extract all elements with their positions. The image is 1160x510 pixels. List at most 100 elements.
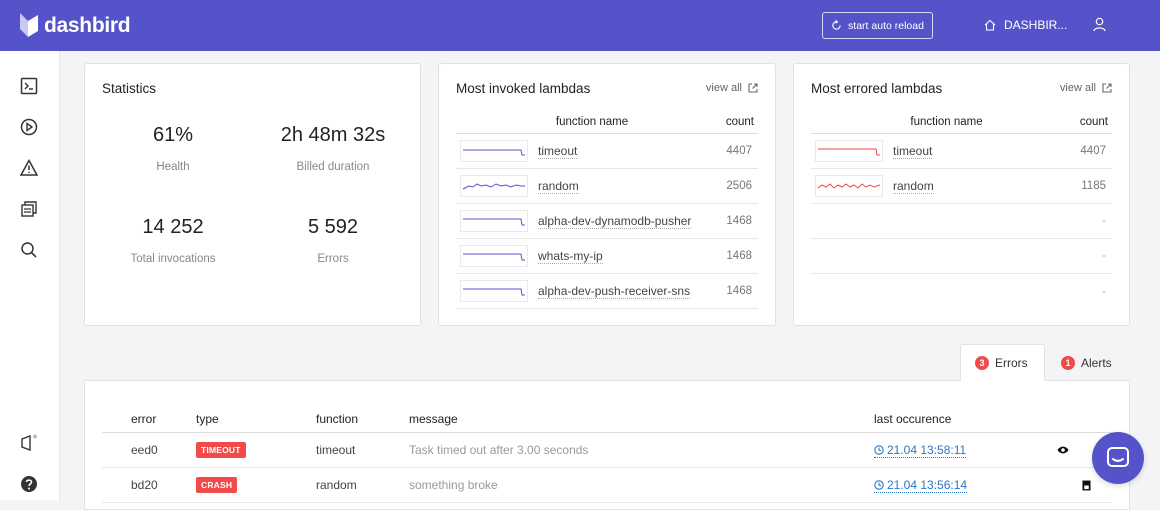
tab-errors-label: Errors	[995, 356, 1028, 370]
table-row[interactable]: random 1185	[811, 169, 1112, 204]
col-count: count	[1079, 115, 1108, 128]
billed-duration-stat: 2h 48m 32s Billed duration	[263, 124, 403, 173]
table-row[interactable]: alpha-dev-push-receiver-sns 1468	[456, 274, 758, 309]
play-circle-icon[interactable]	[19, 117, 39, 137]
invocation-count: 2506	[726, 180, 752, 192]
external-link-icon	[1102, 83, 1112, 93]
external-link-icon	[748, 83, 758, 93]
error-count: -	[1102, 250, 1106, 262]
error-function: random	[316, 478, 357, 492]
function-name[interactable]: alpha-dev-push-receiver-sns	[538, 284, 691, 299]
error-count: 1185	[1081, 180, 1106, 192]
errors-table-header: error type function message last occuren…	[102, 405, 1112, 433]
home-icon	[984, 19, 996, 31]
terminal-icon[interactable]	[19, 76, 39, 96]
errors-count-badge: 3	[975, 356, 989, 370]
function-name[interactable]: whats-my-ip	[538, 249, 603, 264]
help-icon[interactable]	[19, 474, 39, 494]
chat-icon	[1107, 447, 1129, 467]
function-name[interactable]: random	[893, 179, 934, 194]
function-name[interactable]: timeout	[538, 144, 578, 159]
eye-icon[interactable]	[1057, 445, 1069, 455]
user-icon[interactable]	[1093, 17, 1106, 32]
errors-panel: error type function message last occuren…	[84, 380, 1130, 510]
stack-icon[interactable]	[19, 199, 39, 219]
invocations-value: 14 252	[142, 216, 204, 238]
table-row: -	[811, 274, 1112, 309]
dashbird-logo-icon	[20, 13, 38, 37]
error-message: something broke	[409, 478, 498, 492]
last-occurence-text: 21.04 13:56:14	[887, 477, 968, 492]
error-type-badge: CRASH	[196, 477, 238, 493]
health-value: 61%	[152, 124, 194, 146]
warning-icon[interactable]	[19, 158, 39, 178]
function-name[interactable]: timeout	[893, 144, 933, 159]
error-message: Task timed out after 3.00 seconds	[409, 443, 589, 457]
col-function-name: function name	[910, 115, 983, 128]
tab-errors[interactable]: 3 Errors	[960, 344, 1045, 381]
sparkline	[460, 210, 528, 232]
most-errored-card: Most errored lambdas view all function n…	[793, 63, 1130, 326]
col-last-occurence: last occurence	[874, 411, 952, 426]
home-label: DASHBIR...	[1004, 18, 1068, 32]
error-id: bd20	[131, 478, 158, 492]
invocation-count: 1468	[726, 285, 752, 297]
announcement-icon[interactable]	[19, 433, 39, 453]
view-all-label: view all	[1059, 82, 1096, 94]
invocation-count: 4407	[726, 145, 752, 157]
table-row[interactable]: timeout 4407	[811, 134, 1112, 169]
table-row: -	[811, 204, 1112, 239]
table-row[interactable]: bd20 CRASH random something broke 21.04 …	[102, 468, 1112, 503]
sparkline	[460, 140, 528, 162]
last-occurence-link[interactable]: 21.04 13:58:11	[874, 442, 967, 458]
invoked-view-all-link[interactable]: view all	[706, 82, 758, 94]
view-all-label: view all	[705, 82, 742, 94]
chat-launcher-button[interactable]	[1092, 432, 1144, 484]
col-type: type	[196, 411, 219, 426]
home-nav[interactable]: DASHBIR...	[984, 16, 1067, 34]
col-count: count	[725, 115, 754, 128]
most-errored-title: Most errored lambdas	[811, 81, 943, 96]
invocation-count: 1468	[726, 250, 752, 262]
sparkline	[815, 175, 883, 197]
errors-label: Errors	[317, 253, 349, 265]
clock-icon	[874, 444, 884, 455]
error-count: -	[1102, 285, 1106, 298]
most-invoked-title: Most invoked lambdas	[456, 81, 591, 96]
function-name[interactable]: random	[538, 179, 579, 194]
error-function: timeout	[316, 443, 356, 457]
col-function-name: function name	[555, 115, 629, 128]
table-row[interactable]: alpha-dev-dynamodb-pusher 1468	[456, 204, 758, 239]
alerts-count-badge: 1	[1061, 355, 1075, 370]
billed-duration-value: 2h 48m 32s	[280, 124, 386, 146]
reload-label: start auto reload	[848, 19, 924, 32]
document-icon[interactable]	[1082, 480, 1091, 491]
sidebar	[0, 51, 60, 500]
reload-icon	[832, 20, 841, 30]
table-row[interactable]: random 2506	[456, 169, 758, 204]
col-message: message	[409, 411, 458, 426]
logo-text: dashbird	[44, 14, 131, 37]
table-row[interactable]: eed0 TIMEOUT timeout Task timed out afte…	[102, 433, 1112, 468]
last-occurence-text: 21.04 13:58:11	[887, 442, 967, 457]
table-row[interactable]: whats-my-ip 1468	[456, 239, 758, 274]
top-bar: dashbird start auto reload DASHBIR...	[0, 0, 1160, 51]
statistics-title: Statistics	[102, 81, 157, 96]
invocation-count: 1468	[726, 215, 752, 227]
invoked-table: function name count timeout 4407 random …	[456, 110, 758, 309]
billed-duration-label: Billed duration	[296, 161, 370, 173]
dashbird-logo[interactable]: dashbird	[18, 8, 131, 44]
errored-view-all-link[interactable]: view all	[1060, 82, 1112, 94]
tab-alerts[interactable]: 1 Alerts	[1061, 344, 1112, 381]
start-auto-reload-button[interactable]: start auto reload	[822, 12, 933, 39]
error-type-badge: TIMEOUT	[196, 442, 246, 458]
table-row[interactable]: timeout 4407	[456, 134, 758, 169]
search-icon[interactable]	[19, 240, 39, 260]
last-occurence-link[interactable]: 21.04 13:56:14	[874, 477, 968, 493]
function-name[interactable]: alpha-dev-dynamodb-pusher	[538, 214, 692, 229]
col-error: error	[131, 411, 157, 426]
sparkline	[460, 280, 528, 302]
statistics-card: Statistics 61% Health 2h 48m 32s Billed …	[84, 63, 421, 326]
invocations-stat: 14 252 Total invocations	[103, 216, 243, 265]
col-function: function	[316, 411, 359, 426]
